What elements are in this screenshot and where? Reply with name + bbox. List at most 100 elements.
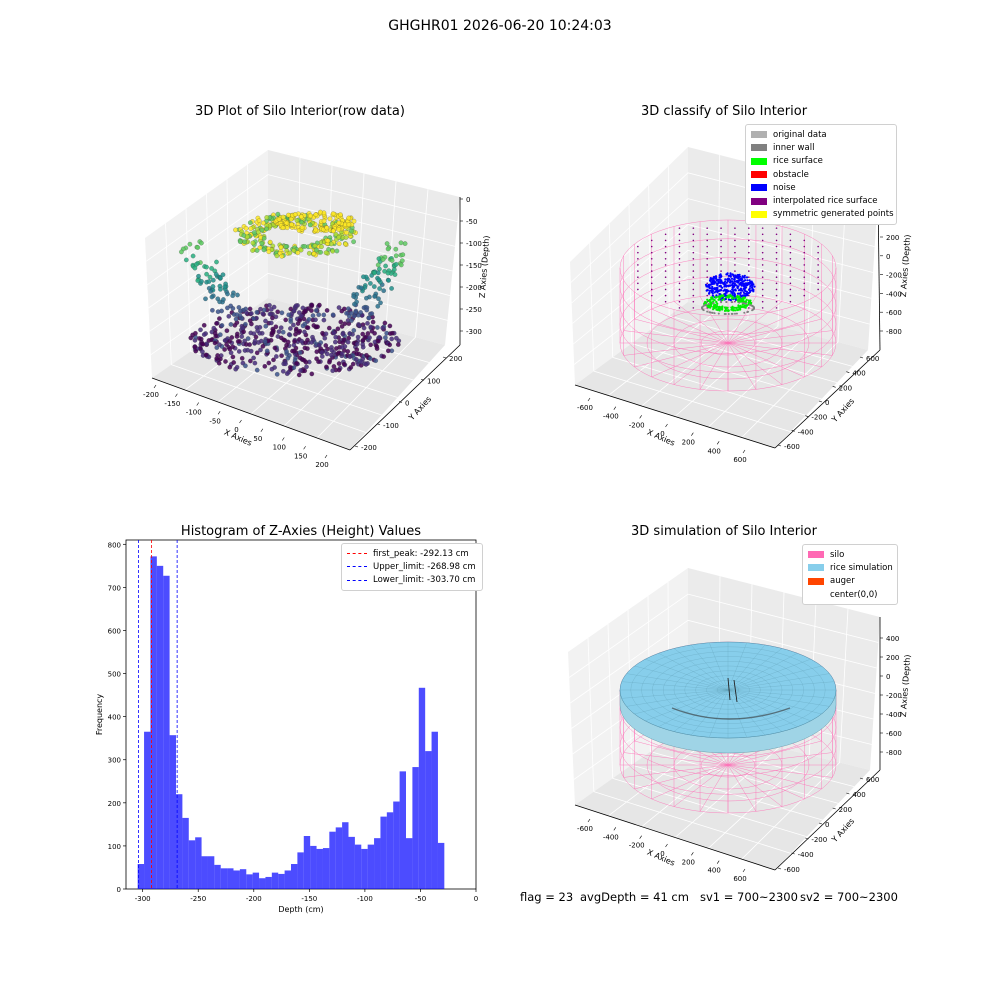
noise-point bbox=[705, 289, 708, 292]
raw-point bbox=[248, 220, 253, 226]
histogram-bar bbox=[431, 731, 438, 889]
noise-point bbox=[711, 285, 714, 288]
raw-point bbox=[309, 340, 314, 345]
flag-text: flag = 23 bbox=[520, 890, 574, 904]
raw-point bbox=[290, 348, 295, 354]
raw-point bbox=[286, 332, 292, 337]
raw-point bbox=[235, 292, 240, 298]
histogram-bar bbox=[412, 767, 419, 889]
mesh-spoke bbox=[658, 689, 729, 727]
surface-point bbox=[678, 288, 681, 291]
histogram-bar bbox=[367, 844, 375, 889]
legend-swatch bbox=[347, 553, 367, 555]
surface-point bbox=[678, 276, 681, 279]
surface-point bbox=[803, 264, 806, 266]
x-tick bbox=[217, 411, 221, 415]
raw-point bbox=[372, 294, 377, 299]
raw-point bbox=[398, 262, 404, 268]
raw-point bbox=[239, 355, 245, 361]
raw-point bbox=[317, 302, 322, 308]
surface-point bbox=[637, 251, 639, 254]
surface-point bbox=[706, 245, 708, 248]
legend-label: noise bbox=[773, 182, 796, 193]
raw-point bbox=[324, 225, 330, 231]
noise-point bbox=[709, 279, 712, 282]
raw-point bbox=[324, 308, 330, 313]
raw-point bbox=[399, 258, 405, 264]
raw-point bbox=[398, 240, 404, 246]
raw-point bbox=[316, 342, 322, 348]
raw-point bbox=[370, 319, 376, 325]
rice-point bbox=[718, 309, 721, 312]
wall-point bbox=[752, 305, 755, 308]
rice-point bbox=[714, 306, 717, 309]
grid-line bbox=[669, 315, 853, 367]
surface-point bbox=[761, 227, 764, 229]
raw-point bbox=[209, 266, 214, 271]
noise-point bbox=[737, 281, 740, 284]
rice-point bbox=[714, 296, 717, 299]
raw-point bbox=[268, 320, 274, 326]
raw-point bbox=[195, 278, 201, 283]
raw-point bbox=[321, 312, 327, 318]
legend-item: obstacle bbox=[751, 168, 891, 181]
noise-point bbox=[751, 281, 754, 284]
raw-point bbox=[251, 355, 256, 361]
raw-point bbox=[238, 239, 243, 245]
raw-point bbox=[207, 274, 213, 280]
surface-point bbox=[637, 258, 639, 260]
legend-item: interpolated rice surface bbox=[751, 194, 891, 207]
inner-wall-points bbox=[701, 301, 755, 315]
surface-point bbox=[637, 245, 639, 248]
raw-point bbox=[351, 294, 356, 299]
histogram-bar bbox=[310, 845, 317, 889]
x-tick bbox=[665, 843, 668, 848]
raw-point bbox=[280, 329, 286, 335]
raw-point bbox=[354, 351, 360, 357]
surface-point bbox=[706, 233, 708, 236]
x-tick-label: -400 bbox=[603, 833, 619, 841]
y-tick bbox=[791, 430, 795, 432]
histogram-bar bbox=[361, 848, 368, 889]
raw-point bbox=[364, 352, 369, 358]
legend-label: interpolated rice surface bbox=[773, 196, 878, 207]
noise-point bbox=[729, 272, 732, 275]
raw-point bbox=[288, 326, 293, 331]
raw-point bbox=[306, 317, 312, 322]
surface-point bbox=[720, 270, 722, 272]
legend-swatch bbox=[751, 144, 767, 152]
noise-point bbox=[733, 292, 736, 295]
raw-point bbox=[266, 249, 272, 255]
raw-point bbox=[382, 320, 388, 326]
mesh-spoke bbox=[690, 644, 729, 691]
surface-point bbox=[637, 264, 639, 266]
surface-point bbox=[720, 264, 722, 266]
legend-item: original data bbox=[751, 128, 891, 141]
raw-point bbox=[314, 349, 320, 355]
noise-point bbox=[725, 273, 728, 276]
histogram-bar bbox=[284, 870, 291, 889]
surface-point bbox=[734, 251, 736, 254]
raw-point bbox=[305, 325, 311, 331]
y-tick-label: 100 bbox=[427, 377, 440, 385]
z-tick-label: 0 bbox=[886, 253, 890, 261]
raw-point bbox=[387, 323, 393, 329]
raw-point bbox=[272, 345, 278, 351]
surface-point bbox=[734, 239, 736, 242]
raw-point bbox=[217, 316, 222, 321]
surface-point bbox=[761, 251, 764, 254]
legend-label: rice surface bbox=[773, 156, 823, 167]
surface-point bbox=[734, 245, 736, 248]
raw-point bbox=[294, 360, 300, 366]
surface-point bbox=[761, 245, 764, 248]
x-axis-line bbox=[574, 804, 776, 871]
y-tick-label: -400 bbox=[798, 428, 814, 436]
rice-point bbox=[720, 295, 723, 298]
surface-point bbox=[650, 276, 653, 279]
x-tick-label: 50 bbox=[253, 435, 262, 443]
surface-point bbox=[775, 276, 778, 279]
raw-point bbox=[329, 347, 335, 353]
raw-point bbox=[223, 359, 228, 364]
silo-floor-ring bbox=[673, 318, 783, 368]
